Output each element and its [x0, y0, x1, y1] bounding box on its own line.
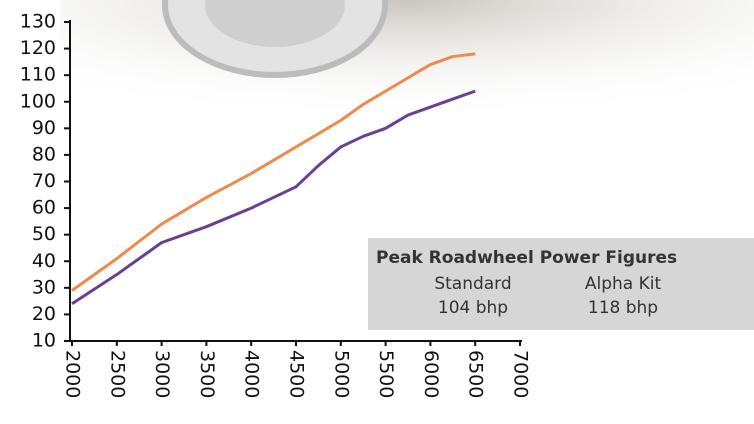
y-tick-label: 40 [32, 250, 56, 272]
power-panel: Peak Roadwheel Power Figures Standard Al… [368, 238, 754, 330]
x-tick-label: 3500 [196, 350, 218, 398]
page: 10 20 30 40 50 60 70 80 90 100 110 120 130 2000 2500 30… [0, 0, 754, 424]
y-tick-label: 80 [32, 143, 56, 165]
y-tick-label: 10 [32, 330, 56, 352]
background-photo [60, 0, 754, 150]
chart: 10 20 30 40 50 60 70 80 90 100 110 120 130 2000 2500 30… [0, 0, 754, 424]
y-tick-label: 130 [20, 11, 56, 33]
x-tick-label: 4500 [286, 350, 308, 398]
y-tick-label: 100 [20, 90, 56, 112]
y-tick-label: 110 [20, 64, 56, 86]
column-header: Alpha Kit [553, 274, 693, 294]
x-tick-label: 5500 [375, 350, 397, 398]
y-tick-label: 60 [32, 197, 56, 219]
x-tick-label: 2500 [106, 350, 128, 398]
cell: 104 bhp [403, 298, 543, 318]
column-header: Standard [403, 274, 543, 294]
y-tick-label: 120 [20, 37, 56, 59]
y-tick-label: 30 [32, 276, 56, 298]
x-tick-label: 3000 [151, 350, 173, 398]
x-tick-label: 6500 [465, 350, 487, 398]
y-tick-label: 50 [32, 223, 56, 245]
x-tick-label: 4000 [241, 350, 263, 398]
x-tick-label: 2000 [62, 350, 84, 398]
y-tick-label: 90 [32, 117, 56, 139]
cell: 118 bhp [553, 298, 693, 318]
y-tick-label: 20 [32, 303, 56, 325]
x-tick-label: 5000 [330, 350, 352, 398]
x-tick-label: 7000 [510, 350, 532, 398]
x-tick-label: 6000 [420, 350, 442, 398]
panel-title: Peak Roadwheel Power Figures [376, 248, 677, 268]
y-tick-label: 70 [32, 170, 56, 192]
